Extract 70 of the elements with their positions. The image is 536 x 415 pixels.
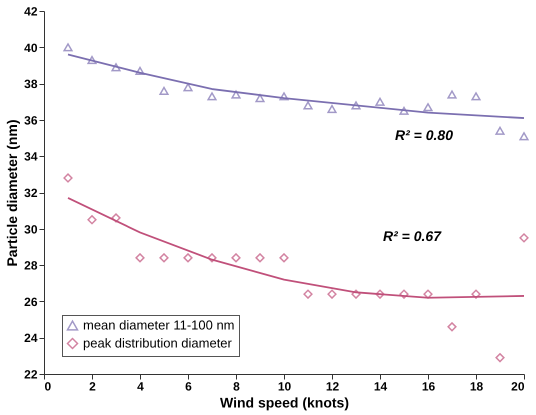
point	[423, 103, 433, 112]
point	[159, 253, 169, 262]
point	[447, 90, 457, 99]
line-series	[67, 54, 525, 119]
x-tick-label: 18	[470, 380, 484, 394]
y-tick-label: 40	[24, 40, 38, 55]
point	[183, 83, 193, 92]
line-series	[67, 197, 525, 299]
x-tick-label: 12	[326, 380, 340, 394]
x-tick-label: 0	[44, 380, 52, 394]
point	[327, 290, 337, 299]
point	[207, 92, 217, 100]
y-tick-label: 24	[24, 331, 38, 346]
point	[423, 290, 433, 299]
point	[135, 66, 145, 75]
y-tick-label: 30	[24, 222, 38, 236]
point	[111, 213, 121, 223]
point	[495, 126, 505, 135]
y-tick-label: 34	[24, 150, 38, 164]
point	[159, 86, 169, 95]
point	[111, 63, 121, 72]
legend-label: mean diameter 11-100 nm	[83, 318, 235, 332]
y-tick-label: 38	[24, 77, 38, 92]
point	[63, 43, 73, 52]
point	[303, 101, 313, 110]
annotation: R² = 0.67	[383, 228, 442, 244]
x-tick-label: 16	[422, 380, 436, 394]
point	[447, 322, 457, 332]
point	[183, 253, 193, 262]
point	[471, 290, 481, 299]
point	[519, 233, 529, 242]
point	[231, 90, 241, 99]
legend-label: peak distribution diameter	[83, 336, 233, 350]
point	[135, 253, 145, 262]
point	[351, 101, 361, 110]
y-tick-label: 42	[24, 4, 38, 18]
point	[63, 173, 73, 183]
point	[279, 253, 289, 262]
point	[255, 253, 265, 262]
point	[279, 92, 289, 100]
point	[231, 253, 241, 262]
x-tick-label: 20	[511, 380, 525, 394]
point	[375, 98, 385, 106]
point	[351, 290, 361, 299]
point	[303, 290, 313, 299]
x-tick-label: 2	[89, 380, 96, 394]
point	[87, 215, 97, 224]
x-tick-label: 6	[185, 380, 192, 394]
point	[471, 92, 481, 100]
x-tick-label: 14	[374, 380, 388, 394]
point	[87, 56, 97, 64]
x-tick-label: 4	[137, 380, 144, 394]
point	[327, 104, 337, 114]
x-tick-label: 10	[278, 380, 292, 394]
point	[495, 353, 505, 362]
y-axis-title: Particle diameter (nm)	[4, 119, 20, 267]
y-tick-label: 26	[24, 294, 38, 309]
y-tick-label: 28	[24, 258, 38, 273]
point	[255, 94, 265, 102]
point	[207, 253, 217, 262]
point	[375, 290, 385, 299]
y-tick-label: 36	[24, 113, 38, 128]
annotation: R² = 0.80	[395, 127, 454, 143]
y-tick-label: 32	[24, 186, 38, 200]
point	[399, 290, 409, 299]
x-tick-label: 8	[233, 380, 240, 394]
y-tick-label: 22	[24, 368, 38, 382]
point	[399, 106, 409, 115]
point	[519, 132, 529, 140]
x-axis-title: Wind speed (knots)	[220, 394, 349, 410]
